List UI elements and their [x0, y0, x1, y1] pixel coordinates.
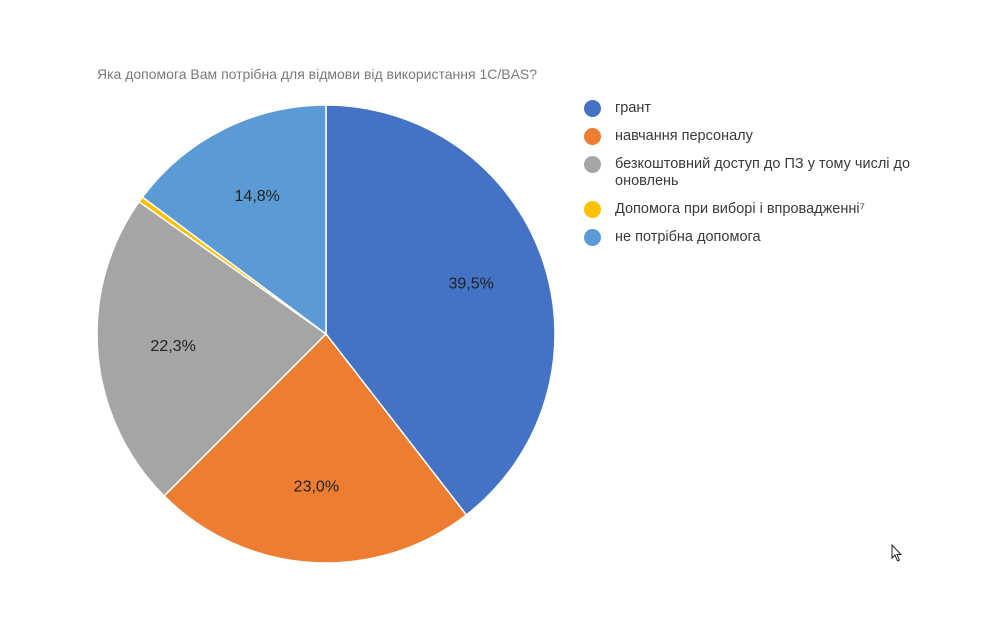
legend-swatch-3 [584, 201, 601, 218]
legend-label-4: не потрібна допомога [615, 229, 761, 245]
legend-item-3: Допомога при виборі і впровадженні⁷ [584, 201, 914, 218]
legend-label-3: Допомога при виборі і впровадженні⁷ [615, 201, 865, 217]
legend-item-1: навчання персоналу [584, 128, 914, 145]
pie-slice-label-0: 39,5% [448, 276, 493, 293]
chart-legend: грант навчання персоналу безкоштовний дост… [584, 100, 914, 257]
pie-slice-1 [163, 332, 468, 564]
pie-slice-4 [141, 104, 327, 336]
legend-item-0: грант [584, 100, 914, 117]
pie-slice-0 [325, 104, 556, 516]
chart-title: Яка допомога Вам потрібна для відмови ві… [97, 66, 538, 82]
legend-label-2: безкоштовний доступ до ПЗ у тому числі д… [615, 156, 911, 189]
legend-swatch-2 [584, 156, 601, 173]
pie-slice-label-1: 23,0% [294, 478, 339, 495]
pie-slice-label-2: 22,3% [150, 338, 195, 355]
pie-slice-label-4: 14,8% [235, 188, 280, 205]
legend-label-0: грант [615, 100, 652, 116]
legend-item-4: не потрібна допомога [584, 229, 914, 246]
mouse-cursor-icon [891, 544, 903, 562]
legend-swatch-0 [584, 100, 601, 117]
legend-label-1: навчання персоналу [615, 128, 753, 144]
legend-swatch-1 [584, 128, 601, 145]
legend-swatch-4 [584, 229, 601, 246]
legend-item-2: безкоштовний доступ до ПЗ у тому числі д… [584, 156, 914, 190]
pie-slice-2 [96, 200, 328, 497]
